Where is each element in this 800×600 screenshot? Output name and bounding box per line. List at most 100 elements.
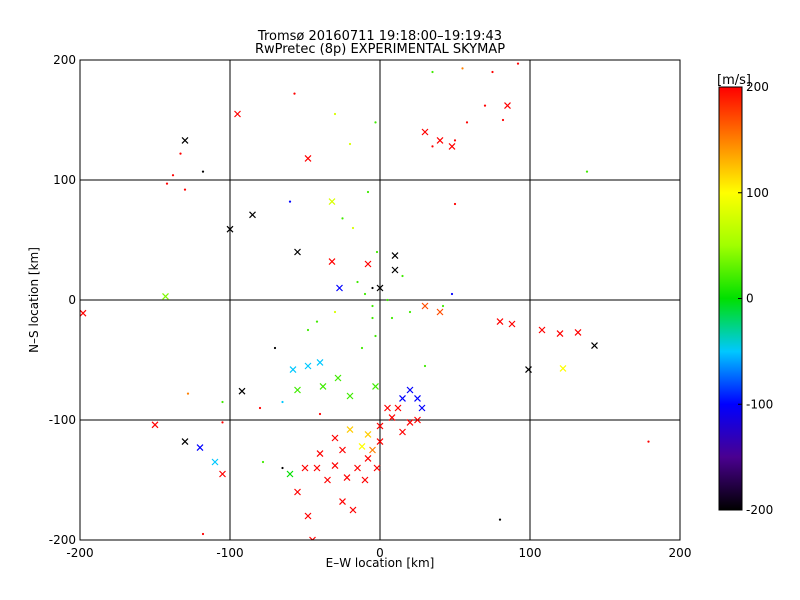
data-points — [80, 62, 650, 540]
point-cross-40 — [181, 438, 189, 446]
point-dot-38 — [318, 412, 322, 416]
point-cross-64 — [309, 536, 316, 540]
point-cross-37 — [399, 394, 406, 402]
point-dot-42 — [441, 304, 445, 308]
point-dot-17 — [453, 202, 457, 206]
point-cross-53 — [364, 430, 372, 438]
point-cross-39 — [151, 421, 159, 429]
point-cross-33 — [346, 392, 354, 400]
point-dot-5 — [179, 152, 182, 155]
point-cross-68 — [316, 450, 324, 458]
point-cross-0 — [181, 136, 189, 144]
y-axis-label: N–S location [km] — [27, 247, 41, 353]
colorbar-tick-label-1: 100 — [746, 186, 769, 200]
point-cross-31 — [319, 382, 327, 390]
point-cross-35 — [406, 386, 414, 394]
point-dot-52 — [288, 200, 292, 203]
point-dot-41 — [450, 292, 454, 296]
point-cross-16 — [421, 302, 429, 310]
point-cross-21 — [556, 330, 564, 338]
point-dot-27 — [371, 316, 374, 320]
point-dot-11 — [491, 70, 494, 74]
x-tick-label-0: -200 — [66, 546, 93, 560]
colorbar-ticks: 200 100 0 -100 -200 — [738, 80, 773, 517]
point-cross-12 — [336, 284, 343, 292]
point-dot-14 — [431, 70, 434, 74]
point-cross-28 — [304, 362, 312, 370]
point-cross-34 — [372, 382, 379, 390]
point-cross-41 — [196, 444, 204, 452]
point-cross-55 — [376, 422, 384, 430]
point-cross-11 — [391, 252, 399, 260]
chart-subtitle: RwPretec (8p) EXPERIMENTAL SKYMAP — [255, 42, 505, 57]
point-dot-35 — [221, 421, 224, 424]
grid-lines — [80, 60, 680, 540]
x-axis-label: E–W location [km] — [326, 556, 435, 570]
point-dot-29 — [333, 310, 337, 314]
x-tick-label-1: -100 — [216, 546, 243, 560]
point-cross-66 — [394, 404, 402, 412]
point-cross-56 — [388, 414, 396, 422]
point-dot-18 — [366, 190, 370, 194]
point-dot-37 — [186, 392, 190, 395]
point-dot-46 — [281, 466, 284, 470]
point-cross-30 — [294, 386, 301, 394]
colorbar-tick-label-2: 0 — [746, 292, 754, 306]
point-cross-52 — [346, 426, 354, 434]
point-dot-13 — [501, 118, 505, 122]
point-cross-61 — [339, 498, 346, 506]
y-tick-label-0: -200 — [49, 533, 76, 547]
point-cross-2 — [304, 154, 312, 162]
point-dot-9 — [483, 104, 487, 107]
point-dot-23 — [371, 304, 374, 308]
point-dot-4 — [201, 170, 205, 173]
y-tick-label-3: 100 — [53, 173, 76, 187]
point-cross-72 — [369, 446, 376, 454]
point-cross-67 — [414, 416, 421, 424]
point-dot-7 — [431, 145, 434, 148]
point-cross-65 — [384, 404, 391, 412]
x-tick-label-2: 0 — [376, 546, 384, 560]
point-cross-74 — [436, 136, 444, 144]
point-cross-44 — [286, 470, 294, 478]
point-dot-15 — [374, 121, 377, 124]
chart-title: Tromsø 20160711 19:18:00–19:19:43 — [257, 29, 502, 44]
point-cross-24 — [559, 364, 567, 372]
point-cross-75 — [448, 142, 456, 150]
point-cross-51 — [364, 454, 372, 462]
point-cross-71 — [373, 464, 381, 472]
point-dot-48 — [647, 440, 650, 443]
point-cross-70 — [361, 476, 369, 484]
point-cross-7 — [328, 258, 336, 266]
point-cross-32 — [334, 374, 342, 382]
point-dot-32 — [273, 346, 277, 350]
point-dot-1 — [165, 182, 169, 185]
point-dot-34 — [258, 406, 262, 410]
point-dot-26 — [408, 310, 412, 314]
point-cross-10 — [391, 266, 399, 274]
point-dot-43 — [423, 364, 427, 368]
y-tick-label-1: -100 — [49, 413, 76, 427]
point-dot-8 — [465, 121, 469, 124]
point-cross-20 — [538, 326, 546, 334]
point-cross-38 — [418, 404, 426, 412]
point-cross-58 — [406, 418, 414, 426]
point-cross-45 — [294, 488, 301, 496]
point-cross-59 — [339, 446, 346, 454]
x-axis-ticks: -200 -100 0 100 200 — [66, 534, 691, 560]
point-dot-40 — [360, 346, 364, 350]
point-dot-50 — [333, 112, 337, 116]
point-dot-6 — [453, 139, 457, 142]
point-cross-29 — [316, 358, 324, 366]
point-cross-23 — [591, 342, 598, 350]
y-tick-label-2: 0 — [68, 293, 76, 307]
point-dot-25 — [356, 280, 359, 284]
point-cross-25 — [525, 366, 532, 374]
point-cross-63 — [304, 512, 312, 520]
point-cross-5 — [294, 248, 301, 256]
point-dot-3 — [183, 188, 187, 191]
point-dot-31 — [315, 320, 319, 323]
point-dot-45 — [201, 532, 205, 536]
point-cross-13 — [162, 292, 169, 300]
